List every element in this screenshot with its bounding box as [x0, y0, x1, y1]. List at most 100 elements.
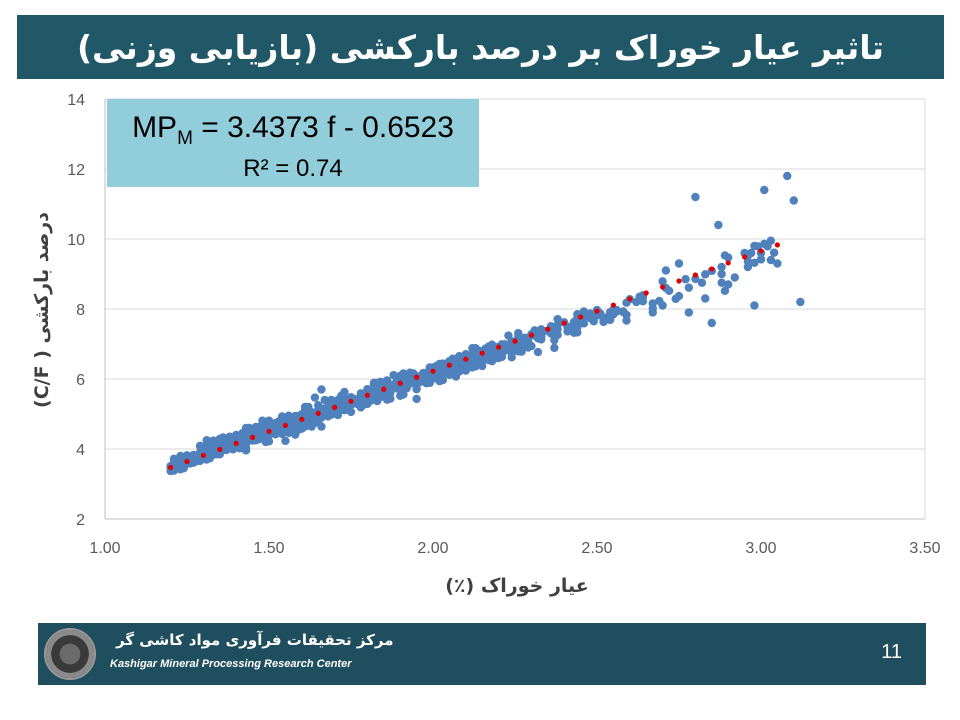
trendline-dot [217, 446, 223, 453]
data-point [268, 422, 277, 431]
data-point [750, 258, 759, 267]
data-point [717, 278, 726, 287]
trendline-dot [512, 338, 518, 344]
data-point [658, 277, 667, 286]
data-point [730, 273, 739, 282]
data-point [717, 269, 726, 279]
org-name-fa: مرکز تحقیقات فرآوری مواد کاشی گر [116, 631, 394, 649]
data-point [707, 318, 716, 328]
trendline-dot [463, 356, 469, 362]
trendline-dot [627, 296, 633, 302]
data-point [471, 356, 480, 366]
y-tick-label: 6 [76, 372, 85, 389]
trendline-dot [578, 314, 584, 320]
data-point [743, 262, 753, 272]
trendline-dot [266, 428, 272, 434]
data-points [166, 171, 805, 476]
trendline-dot [397, 380, 403, 386]
data-point [432, 373, 441, 382]
data-point [199, 445, 208, 454]
data-point [369, 389, 379, 399]
footer-bar: مرکز تحقیقات فرآوری مواد کاشی گر Kashiga… [38, 623, 926, 685]
x-tick-label: 3.50 [909, 540, 940, 557]
trendline-dot [692, 272, 699, 278]
x-tick-label: 1.00 [89, 540, 120, 557]
data-point [340, 387, 349, 397]
data-point [717, 262, 726, 272]
data-point [412, 384, 421, 393]
data-point [478, 356, 487, 366]
trendline-dot [610, 302, 617, 308]
axes [104, 99, 926, 520]
data-point [714, 220, 723, 230]
data-point [763, 242, 772, 251]
data-point [773, 259, 782, 268]
trendline-dot [233, 440, 239, 447]
trendline-dot [299, 416, 305, 422]
trendline-dot [725, 260, 731, 266]
data-point [418, 368, 428, 378]
data-point [189, 453, 198, 463]
trendline-dot [496, 344, 502, 350]
data-point [317, 385, 326, 394]
org-logo-icon [44, 628, 96, 680]
data-point [589, 317, 598, 326]
equation-box [107, 99, 479, 187]
y-axis-title: درصد بارکشی ( C/F) [31, 212, 53, 408]
data-point [310, 393, 320, 402]
slide-title: تاثیر عیار خوراک بر درصد بارکشی (بازیابی… [17, 15, 944, 79]
trendline-dot [643, 290, 649, 296]
trendline-dot [742, 254, 748, 260]
data-point [720, 286, 730, 295]
data-point [576, 317, 585, 326]
data-point [241, 434, 251, 444]
data-point [353, 398, 362, 408]
data-point [796, 297, 805, 307]
data-point [605, 314, 615, 323]
data-point [579, 307, 589, 316]
trendline-dot [414, 374, 420, 380]
data-point [619, 307, 628, 317]
data-point [760, 185, 769, 195]
trendline-dot [184, 458, 190, 465]
equation-subscript: M [177, 128, 193, 149]
trendline-dot [528, 332, 535, 338]
data-point [697, 278, 707, 287]
trendline-dot [561, 320, 567, 326]
x-tick-label: 2.00 [417, 540, 448, 557]
data-point [333, 395, 343, 405]
data-point [346, 407, 356, 417]
y-tick-label: 2 [76, 512, 85, 529]
data-point [202, 436, 211, 445]
trendline-dot [250, 434, 256, 440]
data-point [336, 405, 346, 414]
r-squared-label: R² = 0.74 [243, 155, 342, 182]
data-point [550, 323, 559, 333]
data-point [527, 341, 536, 351]
trendline-dot [381, 386, 387, 392]
page-number: 11 [881, 641, 902, 663]
data-point [674, 291, 684, 301]
data-point [622, 316, 631, 325]
data-point [701, 294, 710, 303]
data-point [655, 296, 664, 306]
data-point [287, 416, 297, 425]
x-tick-label: 1.50 [253, 540, 284, 557]
data-point [661, 266, 671, 275]
trendline [168, 242, 781, 471]
trendline-dot [479, 350, 485, 356]
data-point [517, 341, 526, 350]
data-point [766, 255, 776, 265]
data-point [445, 369, 454, 379]
data-point [258, 423, 267, 432]
trendline-dot [168, 464, 174, 471]
data-point [222, 442, 231, 451]
data-point [261, 437, 270, 447]
data-point [756, 255, 766, 264]
data-point [507, 348, 516, 357]
data-point [300, 406, 310, 416]
data-point [701, 270, 710, 279]
x-tick-label: 2.50 [581, 540, 612, 557]
equation-prefix: MP [132, 111, 177, 144]
data-point [376, 391, 385, 401]
